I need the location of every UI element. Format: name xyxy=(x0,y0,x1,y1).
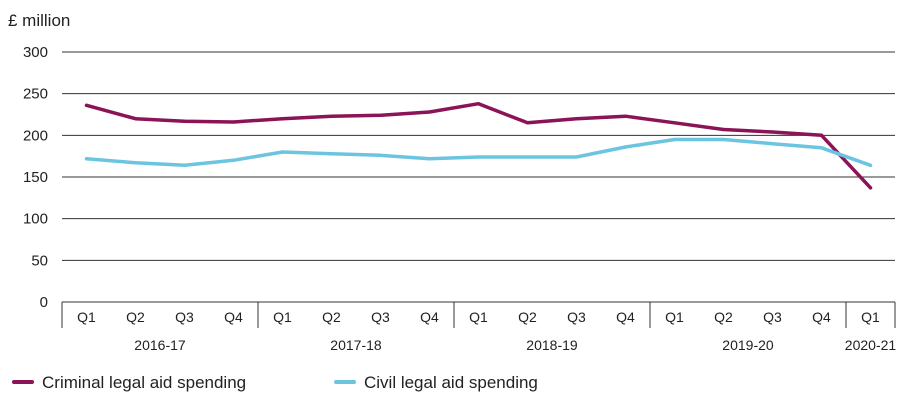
x-tick-label: Q1 xyxy=(273,309,292,325)
y-tick-label: 0 xyxy=(40,294,48,311)
y-tick-label: 100 xyxy=(23,211,48,228)
legend-label: Criminal legal aid spending xyxy=(42,373,246,392)
data-point xyxy=(819,133,824,137)
y-axis-label: £ million xyxy=(8,11,70,30)
data-point xyxy=(574,117,579,121)
data-point xyxy=(133,117,138,121)
data-point xyxy=(378,113,383,117)
data-point xyxy=(84,103,89,107)
x-tick-label: Q3 xyxy=(175,309,194,325)
data-point xyxy=(329,152,334,156)
year-label: 2016-17 xyxy=(134,337,186,353)
data-point xyxy=(133,161,138,165)
data-point xyxy=(770,130,775,134)
legend: Criminal legal aid spending Civil legal a… xyxy=(12,373,538,392)
series-lines xyxy=(84,101,873,190)
x-tick-label: Q4 xyxy=(224,309,243,325)
year-label: 2020-21 xyxy=(845,337,897,353)
x-tick-label: Q3 xyxy=(371,309,390,325)
x-tick-label: Q4 xyxy=(616,309,635,325)
data-point xyxy=(525,121,530,125)
data-point xyxy=(672,121,677,125)
data-point xyxy=(819,146,824,150)
data-point xyxy=(182,119,187,123)
x-tick-label: Q1 xyxy=(469,309,488,325)
data-point xyxy=(378,153,383,157)
data-point xyxy=(623,145,628,149)
data-point xyxy=(427,157,432,161)
data-point xyxy=(721,127,726,132)
data-point xyxy=(427,110,432,114)
data-point xyxy=(868,186,873,190)
data-point xyxy=(623,114,628,118)
x-tick-label: Q2 xyxy=(126,309,145,325)
data-point xyxy=(476,102,481,106)
series-line xyxy=(84,101,873,190)
x-axis: Q1 Q2 Q3 Q4 Q1 Q2 Q3 Q4 Q1 Q2 Q3 Q4 Q1 Q2 Q3 Q4 Q1 2016-1… xyxy=(61,301,897,353)
x-tick-label: Q2 xyxy=(518,309,537,325)
data-point xyxy=(182,163,187,167)
data-point xyxy=(231,120,236,124)
series-line xyxy=(84,137,873,168)
y-tick-label: 250 xyxy=(23,86,48,103)
data-point xyxy=(231,158,236,162)
x-tick-label: Q4 xyxy=(420,309,439,325)
y-tick-label: 300 xyxy=(23,44,48,61)
data-point xyxy=(280,150,285,154)
x-tick-label: Q2 xyxy=(714,309,733,325)
data-point xyxy=(476,155,481,159)
x-tick-label: Q3 xyxy=(763,309,782,325)
x-tick-label: Q2 xyxy=(322,309,341,325)
data-point xyxy=(280,117,285,121)
data-point xyxy=(672,137,677,142)
data-point xyxy=(574,155,579,159)
y-tick-label: 200 xyxy=(23,127,48,144)
y-tick-labels: 0 50 100 150 200 250 300 xyxy=(23,44,48,311)
legend-label: Civil legal aid spending xyxy=(364,373,538,392)
y-tick-label: 50 xyxy=(31,252,48,269)
x-tick-label: Q3 xyxy=(567,309,586,325)
x-tick-label: Q1 xyxy=(665,309,684,325)
year-label: 2019-20 xyxy=(722,337,774,353)
data-point xyxy=(84,157,89,161)
data-point xyxy=(329,114,334,118)
x-tick-label: Q4 xyxy=(812,309,831,325)
x-tick-label: Q1 xyxy=(77,309,96,325)
gridlines xyxy=(62,51,895,261)
year-label: 2017-18 xyxy=(330,337,382,353)
data-point xyxy=(525,155,530,159)
data-point xyxy=(868,163,873,167)
x-tick-label: Q1 xyxy=(861,309,880,325)
y-tick-label: 150 xyxy=(23,169,48,186)
data-point xyxy=(770,142,775,146)
year-label: 2018-19 xyxy=(526,337,578,353)
data-point xyxy=(721,137,726,142)
